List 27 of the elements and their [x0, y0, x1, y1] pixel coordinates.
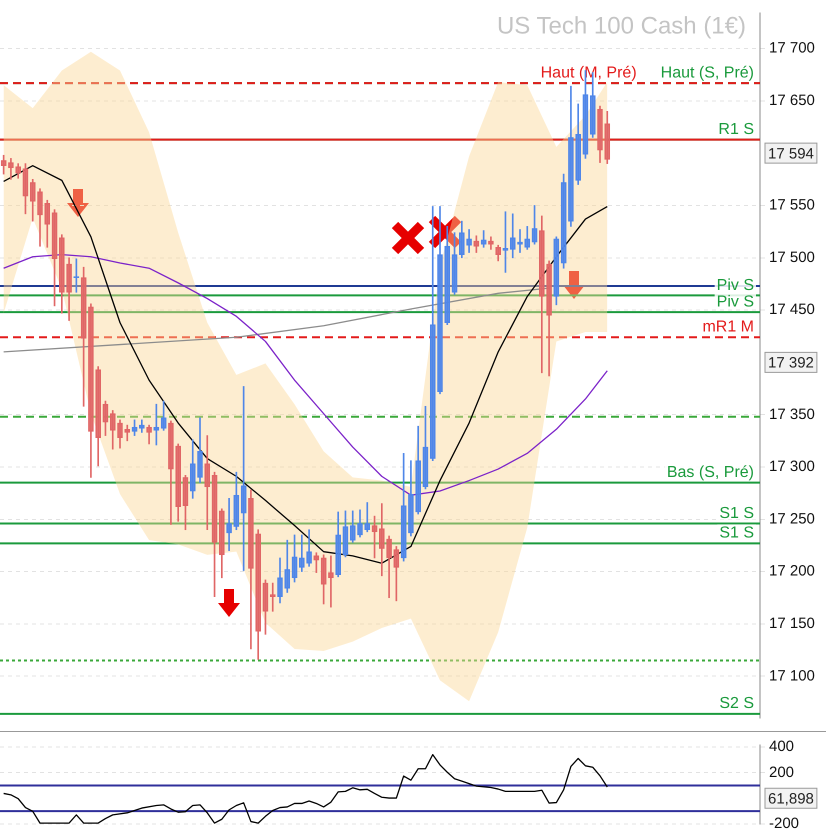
y-tick-label: 17 150	[769, 615, 815, 632]
y-tick-label: 17 550	[769, 196, 815, 214]
ref-line-label: S1 S	[719, 504, 754, 522]
text: 17 594	[768, 145, 814, 162]
ref-line-label: S1 S	[719, 524, 754, 542]
ref-line-label: Piv S	[716, 276, 754, 294]
y-tick-label: 17 100	[769, 667, 815, 684]
ref-line-label: Haut (S, Pré)	[660, 64, 754, 82]
y-tick-label: 17 500	[769, 248, 815, 266]
y-tick-label: -200	[769, 815, 800, 832]
y-tick-label: 17 650	[769, 92, 815, 110]
ref-line-label: S2 S	[719, 695, 754, 712]
y-tick-label: 400	[769, 738, 794, 756]
y-tick-label: 17 300	[769, 458, 815, 476]
y-tick-label: 200	[769, 764, 794, 781]
ref-line-label: mR1 M	[702, 318, 754, 336]
y-tick-label: 17 700	[769, 40, 815, 57]
y-tick-label: 17 200	[769, 562, 815, 580]
text: 17 392	[768, 354, 814, 372]
y-tick-label: 17 450	[769, 301, 815, 318]
text: 61,898	[768, 790, 814, 808]
chart-title: US Tech 100 Cash (1€)	[496, 12, 746, 40]
y-tick-label: 17 250	[769, 510, 815, 528]
y-tick-label: 17 350	[769, 406, 815, 423]
ref-line-label: R1 S	[718, 120, 754, 138]
ref-line-label: Bas (S, Pré)	[666, 464, 754, 482]
ref-line-label: Piv S	[716, 294, 754, 311]
